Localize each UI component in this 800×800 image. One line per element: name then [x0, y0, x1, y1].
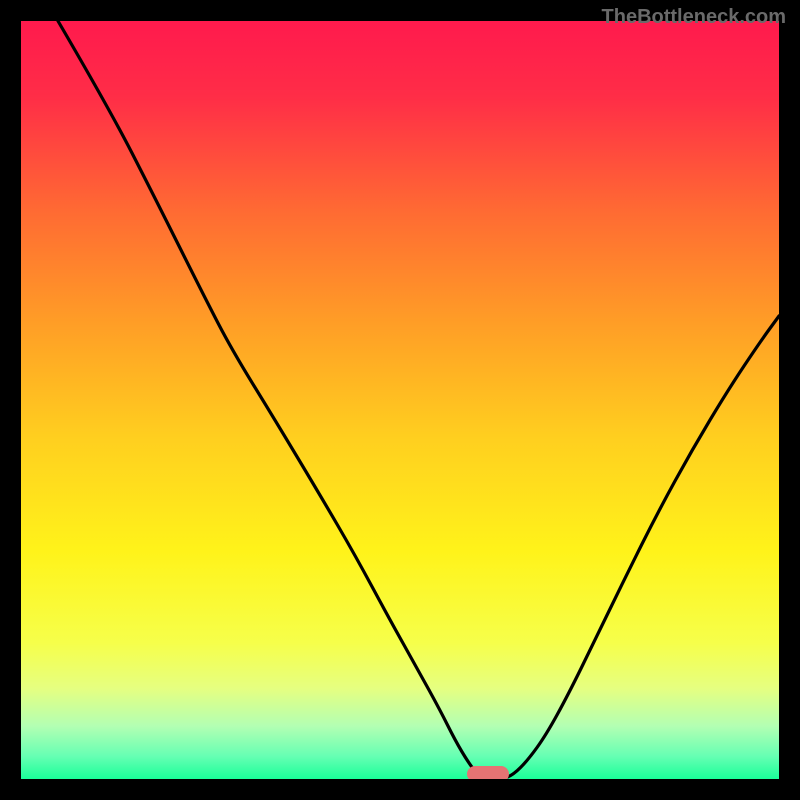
watermark-text: TheBottleneck.com — [602, 6, 786, 29]
bottleneck-chart: TheBottleneck.com — [0, 0, 800, 800]
gradient-background — [0, 0, 800, 800]
